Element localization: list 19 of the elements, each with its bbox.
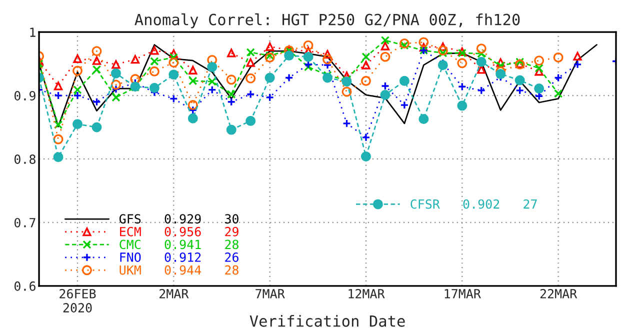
- x-tick-label: 26FEB 2020: [60, 288, 96, 312]
- legend-label: CFSR 0.902 27: [410, 199, 537, 209]
- legend-label: GFS 0.929 30: [119, 214, 238, 224]
- y-tick-label: 1: [30, 28, 36, 37]
- x-tick-label: 17MAR: [444, 289, 481, 298]
- x-tick-label: 2MAR: [160, 288, 189, 298]
- legend-label: FNO 0.912 26: [120, 252, 238, 262]
- y-tick-label: 0.9: [14, 91, 36, 100]
- y-tick-label: 0.7: [14, 218, 36, 228]
- y-tick-label: 0.8: [14, 154, 36, 164]
- x-axis-title: Verification Date: [250, 315, 405, 327]
- x-tick-label: 22MAR: [540, 288, 578, 298]
- x-tick-label: 12MAR: [348, 288, 385, 298]
- chart-title: Anomaly Correl: HGT P250 G2/PNA 00Z, fh120: [134, 13, 520, 28]
- legend-label: CMC 0.941 28: [120, 240, 238, 250]
- legend-label: UKM 0.944 28: [120, 265, 238, 275]
- legend-label: ECM 0.956 29: [120, 226, 238, 236]
- y-tick-label: 0.6: [14, 281, 36, 291]
- x-tick-label: 7MAR: [256, 289, 285, 298]
